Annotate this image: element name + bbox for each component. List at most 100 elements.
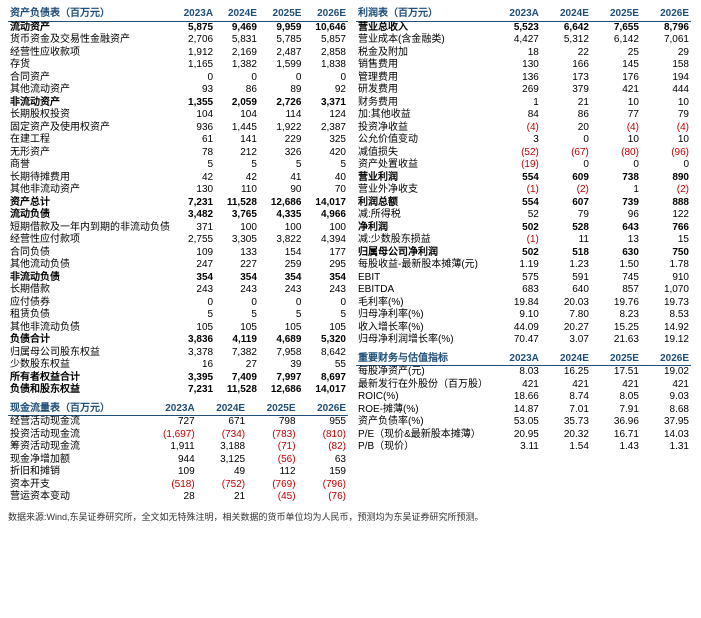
row-label: 归母净利率(%) bbox=[356, 309, 490, 322]
cell-value: (734) bbox=[197, 429, 247, 442]
cell-value: 19.84 bbox=[490, 297, 541, 310]
cell-value: (2) bbox=[641, 184, 691, 197]
cell-value: 8,796 bbox=[641, 21, 691, 34]
cell-value: 4,394 bbox=[303, 234, 348, 247]
table-row: EBITDA6836408571,070 bbox=[356, 284, 691, 297]
cell-value: 41 bbox=[259, 172, 304, 185]
row-label: 合同资产 bbox=[8, 72, 172, 85]
row-label: 流动资产 bbox=[8, 21, 172, 34]
cell-value: 3,822 bbox=[259, 234, 304, 247]
cell-value: 9.03 bbox=[641, 391, 691, 404]
cell-value: 40 bbox=[303, 172, 348, 185]
cell-value: 159 bbox=[298, 466, 348, 479]
row-label: 加:其他收益 bbox=[356, 109, 490, 122]
cell-value: 1,165 bbox=[172, 59, 215, 72]
cell-value: 130 bbox=[172, 184, 215, 197]
row-label: 资产总计 bbox=[8, 197, 172, 210]
cell-value: 93 bbox=[172, 84, 215, 97]
cell-value: 5,875 bbox=[172, 21, 215, 34]
cell-value: 4,335 bbox=[259, 209, 304, 222]
cell-value: (2) bbox=[541, 184, 591, 197]
cell-value: (769) bbox=[247, 479, 297, 492]
row-label: 每股净资产(元) bbox=[356, 366, 490, 379]
cell-value: 421 bbox=[490, 379, 541, 392]
cell-value: 84 bbox=[490, 109, 541, 122]
row-label: ROIC(%) bbox=[356, 391, 490, 404]
table-row: 流动负债3,4823,7654,3354,966 bbox=[8, 209, 348, 222]
cell-value: 7.80 bbox=[541, 309, 591, 322]
cell-value: 44.09 bbox=[490, 322, 541, 335]
table-row: 短期借款及一年内到期的非流动负债371100100100 bbox=[8, 222, 348, 235]
cell-value: 16.71 bbox=[591, 429, 641, 442]
cell-value: 421 bbox=[641, 379, 691, 392]
cell-value: 910 bbox=[641, 272, 691, 285]
year-header: 2025E bbox=[591, 353, 641, 366]
cell-value: 0 bbox=[259, 72, 304, 85]
cell-value: 141 bbox=[215, 134, 259, 147]
cell-value: 325 bbox=[303, 134, 348, 147]
cell-value: 136 bbox=[490, 72, 541, 85]
cell-value: 15.25 bbox=[591, 322, 641, 335]
year-header: 2026E bbox=[303, 8, 348, 21]
cell-value: 3,305 bbox=[215, 234, 259, 247]
cell-value: 7,958 bbox=[259, 347, 304, 360]
cell-value: 4,427 bbox=[490, 34, 541, 47]
cell-value: (518) bbox=[142, 479, 197, 492]
row-label: 商誉 bbox=[8, 159, 172, 172]
row-label: 经营活动现金流 bbox=[8, 416, 142, 429]
cell-value: 154 bbox=[259, 247, 304, 260]
cell-value: 354 bbox=[215, 272, 259, 285]
year-header: 2023A bbox=[490, 353, 541, 366]
cell-value: 11 bbox=[541, 234, 591, 247]
cell-value: 105 bbox=[215, 322, 259, 335]
row-label: 收入增长率(%) bbox=[356, 322, 490, 335]
cell-value: 3,125 bbox=[197, 454, 247, 467]
cell-value: 49 bbox=[197, 466, 247, 479]
cell-value: (19) bbox=[490, 159, 541, 172]
row-label: 经营性应收款项 bbox=[8, 47, 172, 60]
cell-value: (52) bbox=[490, 147, 541, 160]
cell-value: 326 bbox=[259, 147, 304, 160]
cell-value: (4) bbox=[591, 122, 641, 135]
cell-value: 745 bbox=[591, 272, 641, 285]
cell-value: 11,528 bbox=[215, 197, 259, 210]
table-row: 负债和股东权益7,23111,52812,68614,017 bbox=[8, 384, 348, 397]
cell-value: 243 bbox=[172, 284, 215, 297]
cell-value: 5,523 bbox=[490, 21, 541, 34]
cell-value: 78 bbox=[172, 147, 215, 160]
cell-value: 79 bbox=[541, 209, 591, 222]
cell-value: 0 bbox=[641, 159, 691, 172]
cell-value: 21 bbox=[197, 491, 247, 504]
cell-value: 14.92 bbox=[641, 322, 691, 335]
table-row: 营运资本变动2821(45)(76) bbox=[8, 491, 348, 504]
cell-value: 109 bbox=[172, 247, 215, 260]
year-header: 2024E bbox=[541, 8, 591, 21]
table-row: 其他非流动资产1301109070 bbox=[8, 184, 348, 197]
row-label: 净利润 bbox=[356, 222, 490, 235]
table-row: 负债合计3,8364,1194,6895,320 bbox=[8, 334, 348, 347]
row-label: 短期借款及一年内到期的非流动负债 bbox=[8, 222, 172, 235]
cell-value: (810) bbox=[298, 429, 348, 442]
cell-value: 8.68 bbox=[641, 404, 691, 417]
cell-value: 21.63 bbox=[591, 334, 641, 347]
year-header: 2025E bbox=[591, 8, 641, 21]
cell-value: 27 bbox=[215, 359, 259, 372]
cell-value: 379 bbox=[541, 84, 591, 97]
row-label: 负债合计 bbox=[8, 334, 172, 347]
cell-value: (752) bbox=[197, 479, 247, 492]
year-header: 2026E bbox=[641, 353, 691, 366]
cell-value: 0 bbox=[215, 72, 259, 85]
cell-value: 247 bbox=[172, 259, 215, 272]
cell-value: 1.50 bbox=[591, 259, 641, 272]
cell-value: 1,922 bbox=[259, 122, 304, 135]
cell-value: 10,646 bbox=[303, 21, 348, 34]
cell-value: 2,755 bbox=[172, 234, 215, 247]
row-label: 固定资产及使用权资产 bbox=[8, 122, 172, 135]
cell-value: 39 bbox=[259, 359, 304, 372]
table-row: 资本开支(518)(752)(769)(796) bbox=[8, 479, 348, 492]
cell-value: 9,469 bbox=[215, 21, 259, 34]
table-row: 税金及附加18222529 bbox=[356, 47, 691, 60]
cell-value: 2,387 bbox=[303, 122, 348, 135]
cell-value: 8.05 bbox=[591, 391, 641, 404]
cell-value: 53.05 bbox=[490, 416, 541, 429]
